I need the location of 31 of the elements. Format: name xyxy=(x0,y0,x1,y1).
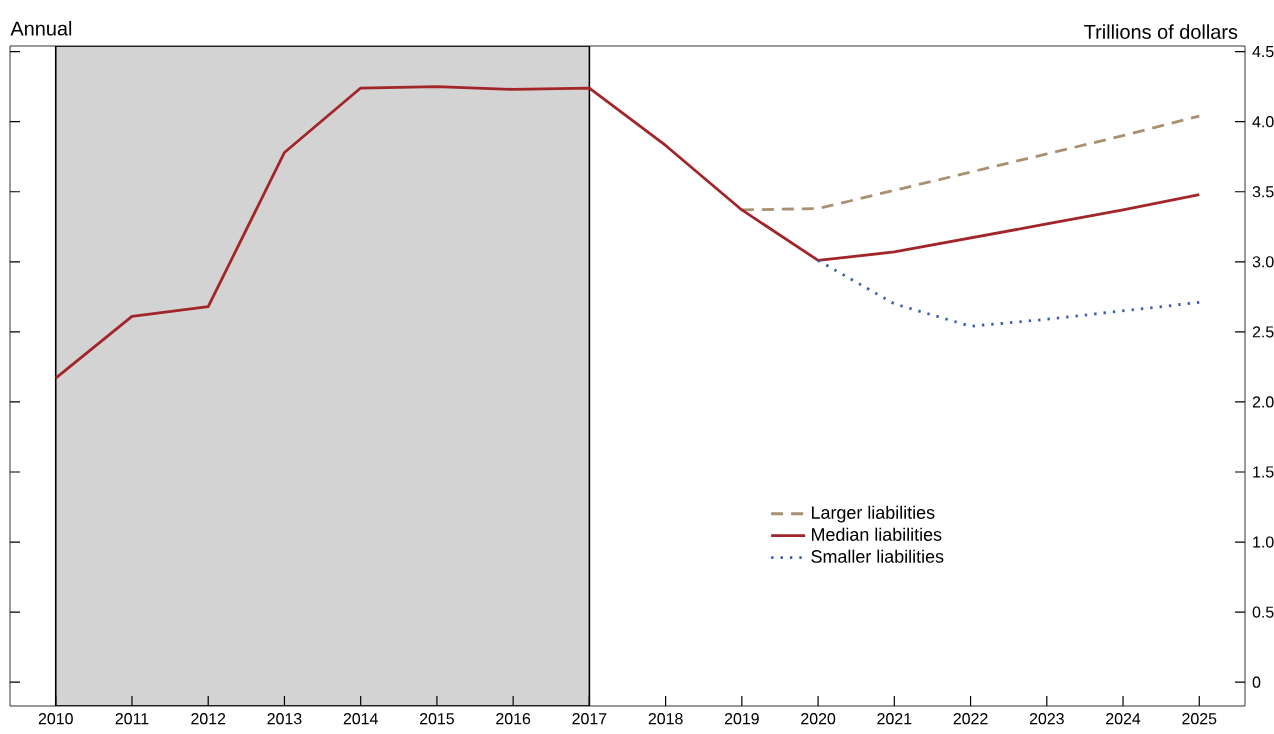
x-tick-label: 2014 xyxy=(343,713,378,725)
x-tick-label: 2015 xyxy=(420,713,454,725)
x-tick-label: 2019 xyxy=(724,713,759,725)
x-tick-label: 2021 xyxy=(877,713,912,725)
x-tick-label: 2022 xyxy=(953,713,988,725)
x-tick-label: 2013 xyxy=(267,713,302,725)
y-tick-label: 0.5 xyxy=(1252,606,1274,618)
text: Annual xyxy=(10,20,72,36)
x-tick-label: 2010 xyxy=(38,713,73,725)
x-tick-label: 2011 xyxy=(115,713,149,725)
y-tick-label: 1.5 xyxy=(1253,466,1274,478)
y-tick-label: 2.5 xyxy=(1252,326,1274,338)
y-tick-label: 4.0 xyxy=(1252,116,1274,128)
y-axis-title: Trillions of dollars xyxy=(1084,24,1238,39)
x-tick-label: 2018 xyxy=(648,713,683,725)
legend-label: Larger liabilities xyxy=(811,505,935,523)
x-tick-label: 2023 xyxy=(1029,713,1064,725)
x-tick-label: 2020 xyxy=(801,713,836,725)
x-tick-label: 2025 xyxy=(1182,713,1217,725)
y-tick-label: 1.0 xyxy=(1253,536,1274,548)
legend-label: Median liabilities xyxy=(811,527,942,541)
x-tick-label: 2017 xyxy=(572,713,607,725)
x-tick-label: 2024 xyxy=(1106,713,1141,725)
y-tick-label: 3.5 xyxy=(1252,186,1274,198)
y-tick-label: 4.5 xyxy=(1252,46,1274,58)
y-tick-label: 0 xyxy=(1252,676,1261,688)
y-tick-label: 2.0 xyxy=(1252,396,1274,408)
x-tick-label: 2012 xyxy=(191,713,226,725)
y-tick-label: 3.0 xyxy=(1252,256,1274,268)
x-tick-label: 2016 xyxy=(496,713,531,725)
legend-label: Smaller liabilities xyxy=(811,549,944,563)
